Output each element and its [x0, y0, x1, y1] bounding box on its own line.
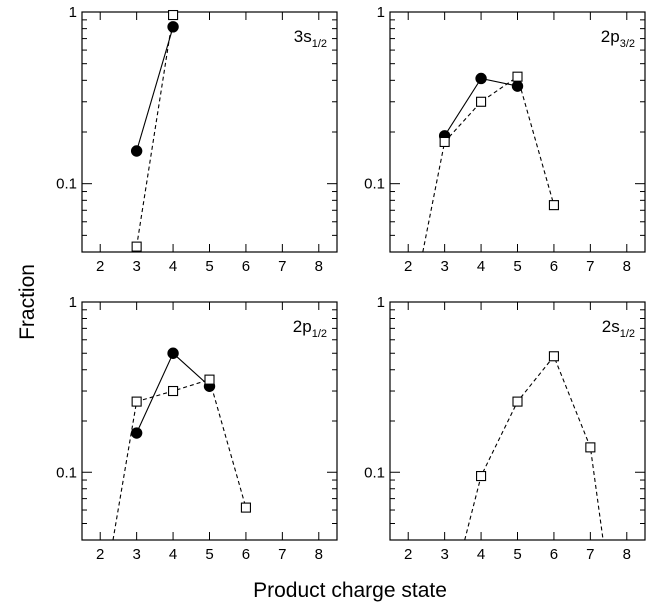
y-tick-label: 1 [377, 294, 385, 311]
series-1 [444, 77, 518, 137]
panel-label-subscript: 1/2 [312, 38, 327, 50]
data-point-square [240, 502, 251, 513]
x-tick-label: 3 [132, 258, 140, 275]
x-tick-label: 3 [440, 546, 448, 563]
plot-frame [81, 11, 338, 253]
x-tick-label: 8 [623, 258, 631, 275]
data-point-circle [130, 145, 143, 157]
panel-4: 2 3 4 5 6 7 8 0.1 1 2s1/2 [364, 294, 646, 563]
x-tick-label: 6 [550, 546, 558, 563]
solid-series-line [136, 26, 174, 152]
x-tick-label: 8 [315, 546, 323, 563]
panel-label-subscript: 3/2 [620, 38, 635, 50]
y-tick-label: 1 [377, 4, 385, 21]
x-tick-label: 2 [96, 258, 104, 275]
x-tick-label: 7 [278, 546, 286, 563]
x-tick-label: 5 [205, 546, 213, 563]
data-point-circle [167, 21, 179, 33]
y-tick-label: 0.1 [56, 464, 77, 481]
x-tick-label: 4 [477, 258, 485, 275]
x-tick-label: 8 [623, 546, 631, 563]
panel-label-main: 2p [601, 27, 620, 46]
panel-label: 2p1/2 [293, 317, 327, 340]
data-point-square [548, 351, 559, 362]
plot-frame [389, 11, 646, 253]
x-tick-label: 6 [550, 258, 558, 275]
x-tick-label: 8 [315, 258, 323, 275]
x-tick-label: 2 [96, 546, 104, 563]
x-axis-title: Product charge state [253, 579, 447, 602]
x-tick-label: 7 [278, 258, 286, 275]
data-point-square [476, 96, 487, 107]
x-tick-label: 4 [169, 546, 177, 563]
data-point-circle [475, 72, 487, 85]
x-tick-label: 5 [205, 258, 213, 275]
panel-label-subscript: 1/2 [312, 328, 327, 340]
data-point-square [585, 442, 596, 453]
x-tick-label: 4 [477, 546, 485, 563]
x-tick-label: 2 [404, 546, 412, 563]
data-point-square [548, 200, 559, 211]
x-tick-label: 6 [242, 546, 250, 563]
panel-label-subscript: 1/2 [620, 328, 635, 340]
panel-1: 2 3 4 5 6 7 8 0.1 1 3s1/2 [56, 4, 338, 275]
y-axis-title: Fraction [16, 264, 39, 340]
series-2 [422, 75, 555, 252]
x-tick-label: 3 [440, 258, 448, 275]
plot-frame [81, 301, 338, 541]
data-point-circle [130, 427, 143, 439]
x-tick-label: 2 [404, 258, 412, 275]
panel-2: 2 3 4 5 6 7 8 0.1 1 2p3/2 [364, 4, 646, 275]
data-point-square [131, 241, 142, 252]
x-tick-label: 3 [132, 546, 140, 563]
data-point-square [439, 136, 450, 148]
y-tick-label: 1 [69, 4, 77, 21]
x-tick-label: 5 [513, 546, 521, 563]
data-point-square [168, 9, 179, 21]
data-point-square [476, 470, 487, 482]
panel-label: 2p3/2 [601, 27, 635, 50]
panel-label-main: 2s [602, 317, 620, 336]
data-point-square [204, 374, 215, 385]
data-point-square [512, 71, 523, 82]
x-tick-label: 6 [242, 258, 250, 275]
data-point-square [512, 396, 523, 407]
dashed-series-line [422, 75, 555, 252]
y-tick-label: 0.1 [364, 464, 385, 481]
data-point-square [168, 385, 179, 397]
panel-label: 3s1/2 [294, 27, 327, 50]
x-tick-label: 5 [513, 258, 521, 275]
panel-3: 2 3 4 5 6 7 8 0.1 1 2p1/2 [56, 294, 338, 563]
x-tick-label: 4 [169, 258, 177, 275]
y-tick-label: 0.1 [56, 176, 77, 193]
y-tick-label: 0.1 [364, 176, 385, 193]
x-tick-label: 7 [586, 546, 594, 563]
series-1 [136, 26, 174, 152]
panel-label: 2s1/2 [602, 317, 635, 340]
series-1 [464, 355, 604, 540]
plot-frame [389, 301, 646, 541]
panel-label-main: 2p [293, 317, 312, 336]
solid-series-line [444, 77, 518, 137]
data-point-circle [167, 347, 179, 359]
x-tick-label: 7 [586, 258, 594, 275]
dashed-series-line [464, 355, 604, 540]
panel-label-main: 3s [294, 27, 312, 46]
y-tick-label: 1 [69, 294, 77, 311]
data-point-square [131, 396, 142, 407]
